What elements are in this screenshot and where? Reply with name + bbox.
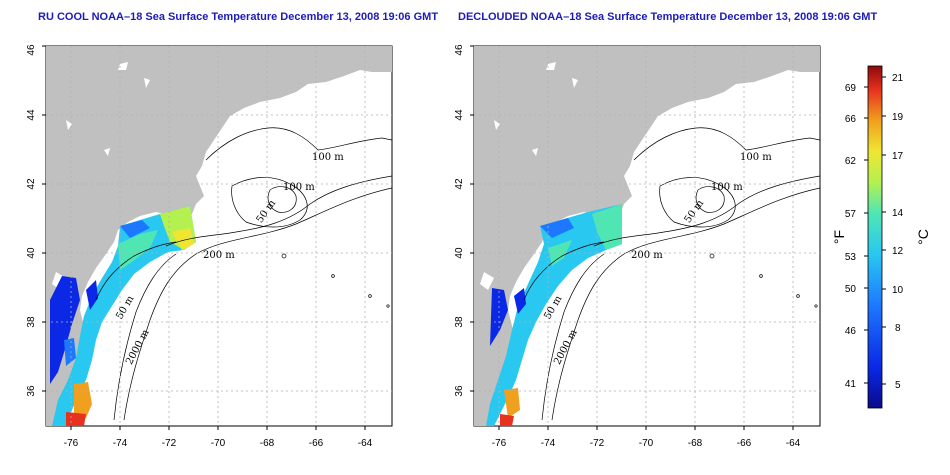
x-tick-label: -74 (113, 438, 128, 449)
axis-ticks-left (42, 45, 366, 430)
x-tick-label: -74 (541, 438, 556, 449)
y-tick-label: 44 (26, 109, 37, 121)
x-tick-label: -68 (260, 438, 275, 449)
colorbar-c-tick: 10 (892, 285, 904, 296)
colorbar-ticks (864, 76, 886, 385)
grid-left (46, 46, 392, 426)
x-tick-label: -66 (309, 438, 324, 449)
x-tick-label: -64 (786, 438, 801, 449)
isobath-label-200m: 200 m (203, 250, 235, 261)
colorbar-f-tick: 50 (845, 284, 857, 295)
y-tick-label: 38 (26, 316, 37, 328)
y-tick-labels-left: 36 38 40 42 44 46 (26, 44, 37, 397)
colorbar-c-tick: 12 (892, 246, 904, 257)
x-tick-label: -76 (492, 438, 507, 449)
colorbar-f-tick: 66 (845, 114, 857, 125)
x-tick-label: -70 (639, 438, 654, 449)
x-tick-labels-left: -76 -74 -72 -70 -68 -66 -64 (64, 438, 373, 449)
colorbar-f-tick: 62 (845, 156, 857, 167)
colorbar-celsius-label: °C (915, 229, 931, 245)
isobath-label-100m-bank: 100 m (711, 182, 743, 193)
x-tick-labels-right: -76 -74 -72 -70 -68 -66 -64 (492, 438, 801, 449)
colorbar-f-tick: 53 (845, 252, 857, 263)
panel-title-right: DECLOUDED NOAA–18 Sea Surface Temperatur… (458, 11, 878, 23)
colorbar-fahrenheit-label: °F (831, 230, 847, 244)
isobath-label-200m: 200 m (631, 250, 663, 261)
y-tick-label: 46 (26, 44, 37, 56)
colorbar-f-tick: 69 (845, 83, 857, 94)
colorbar-f-tick: 57 (845, 209, 857, 220)
y-tick-label: 40 (454, 247, 465, 259)
isobath-label-100m-north: 100 m (312, 152, 344, 163)
colorbar-c-tick: 21 (892, 73, 904, 84)
map-panel-right: 100 m 100 m 50 m 200 m 50 m 2000 m -76 -… (454, 44, 821, 449)
colorbar-gradient (867, 65, 883, 409)
x-tick-label: -68 (688, 438, 703, 449)
x-tick-label: -72 (590, 438, 605, 449)
x-tick-label: -66 (737, 438, 752, 449)
y-tick-label: 44 (454, 109, 465, 121)
colorbar-f-tick: 46 (845, 326, 857, 337)
panel-title-left: RU COOL NOAA–18 Sea Surface Temperature … (38, 11, 439, 23)
y-tick-label: 36 (26, 385, 37, 397)
colorbar-c-tick: 8 (895, 323, 901, 334)
y-tick-label: 36 (454, 385, 465, 397)
y-tick-label: 40 (26, 247, 37, 259)
grid-right (474, 46, 820, 426)
x-tick-label: -72 (162, 438, 177, 449)
y-tick-label: 42 (454, 178, 465, 190)
x-tick-label: -76 (64, 438, 79, 449)
map-panel-left: 100 m 100 m 50 m 200 m 50 m 2000 m -76 -… (26, 44, 393, 449)
colorbar-c-tick: 19 (892, 112, 904, 123)
colorbar-c-tick: 17 (892, 151, 904, 162)
colorbar: 69 66 62 57 53 50 46 41 21 19 17 14 12 1… (831, 65, 931, 409)
axis-ticks-right (470, 45, 794, 430)
y-tick-label: 42 (26, 178, 37, 190)
colorbar-c-tick: 14 (892, 208, 904, 219)
y-tick-labels-right: 36 38 40 42 44 46 (454, 44, 465, 397)
colorbar-c-tick: 5 (895, 380, 901, 391)
y-tick-label: 38 (454, 316, 465, 328)
colorbar-f-tick: 41 (845, 379, 857, 390)
fahrenheit-tick-labels: 69 66 62 57 53 50 46 41 (845, 83, 857, 390)
celsius-tick-labels: 21 19 17 14 12 10 8 5 (892, 73, 904, 391)
isobath-label-100m-north: 100 m (740, 152, 772, 163)
isobath-label-100m-bank: 100 m (283, 182, 315, 193)
y-tick-label: 46 (454, 44, 465, 56)
x-tick-label: -64 (358, 438, 373, 449)
x-tick-label: -70 (211, 438, 226, 449)
